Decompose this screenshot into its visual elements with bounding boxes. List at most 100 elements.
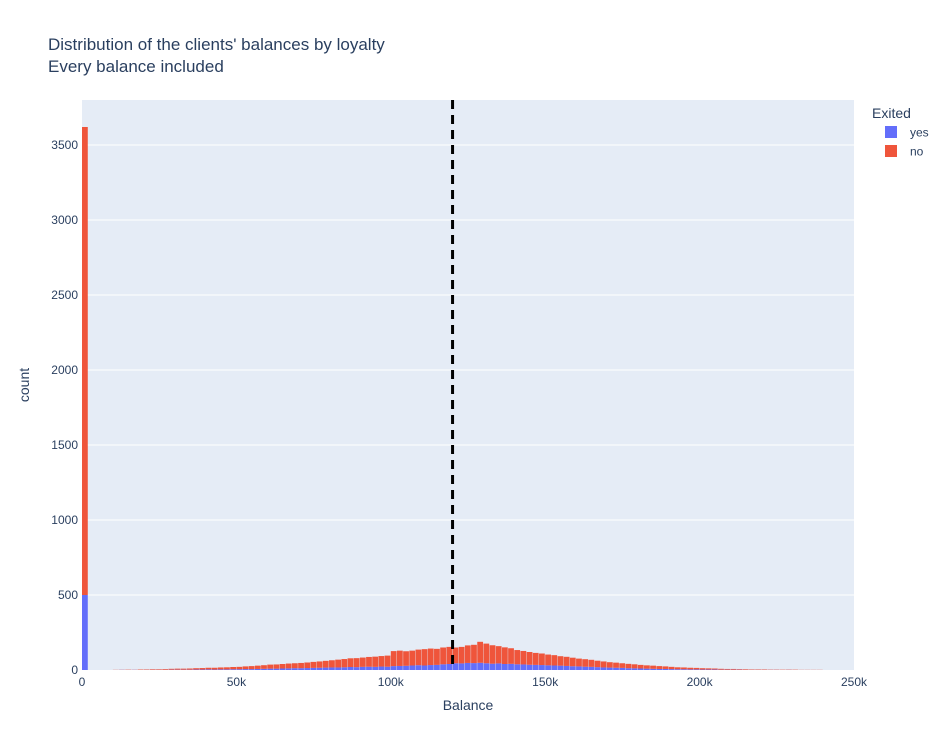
- bar-no[interactable]: [280, 664, 286, 669]
- bar-yes[interactable]: [613, 668, 619, 670]
- bar-no[interactable]: [162, 669, 168, 670]
- bar-no[interactable]: [168, 669, 174, 670]
- bar-no[interactable]: [434, 649, 440, 665]
- bar-no[interactable]: [292, 663, 298, 668]
- bar-yes[interactable]: [558, 666, 564, 670]
- bar-no[interactable]: [687, 668, 693, 670]
- bar-yes[interactable]: [453, 663, 459, 670]
- bar-yes[interactable]: [243, 669, 249, 670]
- bar-yes[interactable]: [255, 669, 261, 670]
- bar-no[interactable]: [335, 660, 341, 668]
- bar-no[interactable]: [397, 651, 403, 666]
- bar-no[interactable]: [199, 668, 205, 670]
- bar-yes[interactable]: [397, 666, 403, 670]
- bar-no[interactable]: [533, 653, 539, 665]
- bar-yes[interactable]: [564, 666, 570, 670]
- bar-yes[interactable]: [249, 669, 255, 670]
- bar-no[interactable]: [206, 668, 212, 670]
- bar-no[interactable]: [632, 664, 638, 668]
- bar-yes[interactable]: [329, 667, 335, 670]
- bar-yes[interactable]: [280, 669, 286, 671]
- bar-no[interactable]: [743, 669, 749, 670]
- bar-no[interactable]: [638, 665, 644, 669]
- bar-no[interactable]: [520, 651, 526, 665]
- bar-no[interactable]: [385, 656, 391, 667]
- bar-yes[interactable]: [341, 667, 347, 670]
- bar-yes[interactable]: [465, 663, 471, 670]
- bar-no[interactable]: [465, 645, 471, 663]
- bar-no[interactable]: [496, 646, 502, 663]
- bar-yes[interactable]: [317, 668, 323, 670]
- bar-no[interactable]: [477, 642, 483, 663]
- bar-yes[interactable]: [391, 666, 397, 670]
- bar-yes[interactable]: [206, 669, 212, 670]
- bar-yes[interactable]: [687, 669, 693, 670]
- bar-yes[interactable]: [625, 668, 631, 670]
- bar-no[interactable]: [150, 669, 156, 670]
- bar-no[interactable]: [286, 664, 292, 669]
- bar-yes[interactable]: [304, 668, 310, 670]
- bar-no[interactable]: [428, 649, 434, 666]
- bar-no[interactable]: [564, 657, 570, 666]
- bar-no[interactable]: [576, 659, 582, 667]
- bar-no[interactable]: [230, 667, 236, 669]
- bar-yes[interactable]: [588, 667, 594, 670]
- bar-yes[interactable]: [545, 665, 551, 670]
- bar-yes[interactable]: [551, 666, 557, 671]
- bar-no[interactable]: [663, 666, 669, 669]
- bar-no[interactable]: [539, 654, 545, 666]
- bar-no[interactable]: [187, 669, 193, 670]
- bar-no[interactable]: [502, 647, 508, 664]
- bar-yes[interactable]: [675, 669, 681, 670]
- bar-no[interactable]: [595, 661, 601, 667]
- bar-no[interactable]: [360, 658, 366, 667]
- bar-no[interactable]: [193, 668, 199, 669]
- legend[interactable]: Exited yes no: [872, 105, 929, 159]
- bar-no[interactable]: [700, 668, 706, 669]
- bar-no[interactable]: [175, 669, 181, 670]
- bar-yes[interactable]: [514, 664, 520, 670]
- bar-no[interactable]: [601, 661, 607, 667]
- bar-no[interactable]: [681, 667, 687, 669]
- bar-no[interactable]: [249, 666, 255, 669]
- bar-no[interactable]: [212, 668, 218, 670]
- bar-no[interactable]: [341, 659, 347, 667]
- bar-yes[interactable]: [416, 665, 422, 670]
- bar-no[interactable]: [558, 656, 564, 665]
- legend-item-yes[interactable]: yes: [885, 126, 929, 140]
- bar-no[interactable]: [471, 645, 477, 663]
- bar-yes[interactable]: [446, 664, 452, 670]
- bar-yes[interactable]: [570, 666, 576, 670]
- bar-no[interactable]: [527, 652, 533, 665]
- bar-yes[interactable]: [459, 663, 465, 670]
- bar-no[interactable]: [706, 668, 712, 669]
- bar-yes[interactable]: [434, 665, 440, 670]
- bar-yes[interactable]: [496, 663, 502, 670]
- bar-no[interactable]: [323, 661, 329, 668]
- bar-yes[interactable]: [378, 667, 384, 670]
- bar-yes[interactable]: [656, 669, 662, 670]
- bar-yes[interactable]: [650, 669, 656, 670]
- bar-yes[interactable]: [372, 667, 378, 670]
- bar-yes[interactable]: [360, 667, 366, 670]
- bar-no[interactable]: [156, 669, 162, 670]
- bar-no[interactable]: [730, 669, 736, 670]
- bar-no[interactable]: [298, 663, 304, 668]
- bar-yes[interactable]: [644, 669, 650, 670]
- bar-no[interactable]: [372, 657, 378, 667]
- bar-no[interactable]: [348, 658, 354, 667]
- legend-item-no[interactable]: no: [885, 145, 924, 159]
- bar-yes[interactable]: [298, 668, 304, 670]
- bar-yes[interactable]: [527, 665, 533, 670]
- bar-yes[interactable]: [267, 669, 273, 670]
- bar-no[interactable]: [551, 655, 557, 665]
- bar-yes[interactable]: [354, 667, 360, 670]
- bar-yes[interactable]: [539, 665, 545, 670]
- bar-yes[interactable]: [619, 668, 625, 670]
- bar-yes[interactable]: [607, 668, 613, 670]
- bar-no[interactable]: [570, 658, 576, 667]
- bar-no[interactable]: [724, 669, 730, 670]
- bar-no[interactable]: [545, 655, 551, 666]
- bar-no[interactable]: [693, 668, 699, 670]
- bar-no[interactable]: [459, 647, 465, 664]
